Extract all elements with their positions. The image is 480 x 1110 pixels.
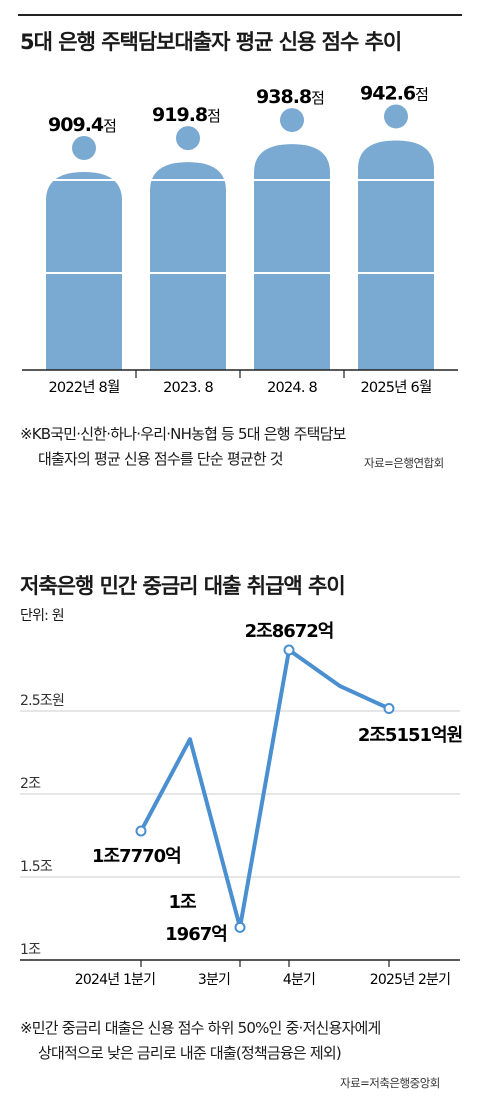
top-rule <box>18 14 462 16</box>
y-tick-label-3: 2.5조원 <box>20 693 64 709</box>
figure-head-0 <box>72 136 96 160</box>
category-label-3: 2025년 6월 <box>360 379 431 396</box>
chart2-unit-label: 단위: 원 <box>20 608 65 624</box>
x-tick-label-3: 2025년 2분기 <box>370 972 450 988</box>
chart2-title: 저축은행 민간 중금리 대출 취급액 추이 <box>20 574 346 598</box>
value-label-2: 938.8점 <box>256 86 324 108</box>
data-point-0 <box>135 825 147 837</box>
value-label-3: 942.6점 <box>360 82 428 104</box>
category-label-2: 2024. 8 <box>267 380 317 396</box>
figure-head-2 <box>280 108 304 133</box>
data-label-q3-2024-line2: 1967억 <box>165 924 227 945</box>
figure-head-3 <box>384 104 408 129</box>
category-label-0: 2022년 8월 <box>48 379 119 396</box>
figure-head-1 <box>176 126 200 151</box>
y-tick-label-0: 1조 <box>20 942 41 958</box>
value-label-0: 909.4점 <box>48 114 116 136</box>
midrate-loan-chart: 1조 1.5조 2조 2.5조원 2024년 1분기 3분기 4분기 2025년 2분기 1조7… <box>20 621 463 988</box>
data-point-3 <box>283 644 295 656</box>
chart1-source: 자료=은행연합회 <box>364 456 444 470</box>
credit-score-chart: 909.4점 2022년 8월 919.8점 2023. 8 938.8점 2024. 8… <box>22 82 458 396</box>
data-label-q2-2025: 2조5151억원 <box>358 725 462 746</box>
value-label-1: 919.8점 <box>152 104 220 126</box>
data-point-2 <box>234 921 246 933</box>
figure-body-bar-3 <box>358 140 434 370</box>
x-tick-label-0: 2024년 1분기 <box>75 972 155 988</box>
figure-body-bar-1 <box>150 162 226 370</box>
category-label-1: 2023. 8 <box>163 380 213 396</box>
y-tick-label-1: 1.5조 <box>20 859 53 875</box>
chart1-title: 5대 은행 주택담보대출자 평균 신용 점수 추이 <box>20 30 402 54</box>
data-label-q3-2024-line1: 1조 <box>168 892 196 913</box>
chart1-note-line1: ※KB국민·신한·하나·우리·NH농협 등 5대 은행 주택담보 <box>20 425 346 443</box>
figure-body-bar-2 <box>254 144 330 370</box>
figure-body-bar-0 <box>46 172 122 370</box>
data-label-q4-2024: 2조8672억 <box>245 621 334 642</box>
chart2-source: 자료=저축은행중앙회 <box>340 1076 440 1090</box>
chart2-note-line1: ※민간 중금리 대출은 신용 점수 하위 50%인 중·저신용자에게 <box>20 1019 381 1037</box>
y-tick-label-2: 2조 <box>20 776 41 792</box>
x-tick-label-1: 3분기 <box>198 972 230 988</box>
chart1-note-line2: 대출자의 평균 신용 점수를 단순 평균한 것 <box>38 450 284 468</box>
data-label-q1-2024: 1조7770억 <box>92 846 181 867</box>
data-point-5 <box>383 702 395 714</box>
x-tick-label-2: 4분기 <box>283 972 315 988</box>
series-line <box>139 648 391 930</box>
chart2-note-line2: 상대적으로 낮은 금리로 내준 대출(정책금융은 제외) <box>38 1044 342 1062</box>
